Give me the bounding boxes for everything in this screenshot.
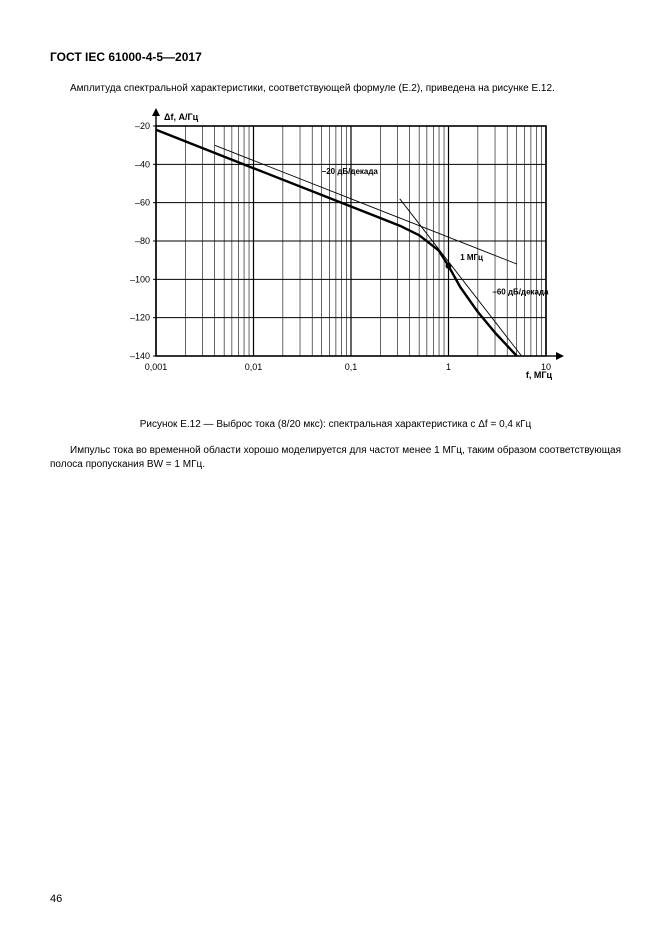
- marker-1mhz: [445, 263, 451, 269]
- intro-paragraph: Амплитуда спектральной характеристики, с…: [50, 82, 621, 96]
- figure-caption: Рисунок Е.12 — Выброс тока (8/20 мкс): с…: [50, 419, 621, 430]
- x-axis-arrow-head: [556, 352, 564, 360]
- x-tick-label: 0,001: [144, 362, 167, 372]
- x-tick-label: 0,1: [344, 362, 357, 372]
- y-tick-label: –20: [134, 121, 149, 131]
- y-axis-label: Δf, А/Гц: [164, 112, 199, 122]
- y-tick-label: –120: [129, 313, 149, 323]
- chart-container: –20–40–60–80–100–120–1400,0010,010,1110Δ…: [96, 106, 576, 411]
- x-tick-label: 0,01: [244, 362, 262, 372]
- spectral-chart: –20–40–60–80–100–120–1400,0010,010,1110Δ…: [96, 106, 576, 406]
- y-axis-arrow-head: [152, 108, 160, 116]
- x-tick-label: 1: [445, 362, 450, 372]
- y-tick-label: –60: [134, 198, 149, 208]
- asymptote-label-20db: –20 дБ/декада: [321, 167, 378, 176]
- y-tick-label: –40: [134, 159, 149, 169]
- document-header: ГОСТ IEC 61000-4-5—2017: [50, 50, 621, 64]
- asymptote-label-60db: –60 дБ/декада: [492, 288, 549, 297]
- page-number: 46: [50, 893, 62, 905]
- y-tick-label: –140: [129, 351, 149, 361]
- body-paragraph: Импульс тока во временной области хорошо…: [50, 444, 621, 472]
- y-tick-label: –100: [129, 274, 149, 284]
- x-axis-label: f, МГц: [525, 370, 552, 380]
- page: ГОСТ IEC 61000-4-5—2017 Амплитуда спектр…: [0, 0, 661, 935]
- marker-label: 1 МГц: [460, 253, 483, 262]
- y-tick-label: –80: [134, 236, 149, 246]
